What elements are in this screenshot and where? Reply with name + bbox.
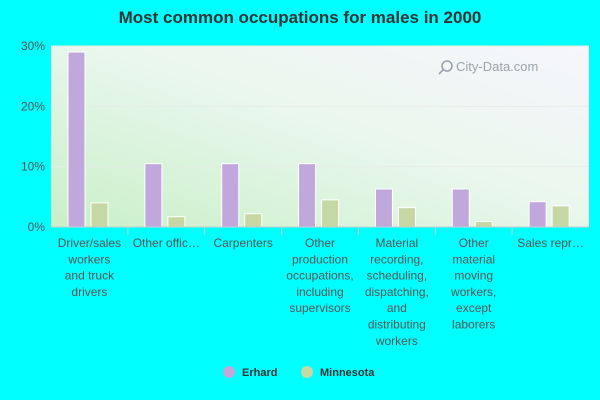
search-icon-handle <box>438 69 444 75</box>
x-tick-label: Other material moving workers, except laborer… <box>450 236 496 332</box>
legend-label-minnesota: Minnesota <box>320 367 375 379</box>
bar-minnesota-2[interactable] <box>244 213 263 228</box>
y-tick-label: 30% <box>21 39 45 53</box>
bar-minnesota-0[interactable] <box>90 202 109 228</box>
search-icon <box>441 60 453 72</box>
bar-erhard-6[interactable] <box>528 201 547 228</box>
bars <box>67 51 570 228</box>
axes: 0% 10% 20% 30% Driver/sales workers and truck d… <box>21 39 589 348</box>
y-tick-label: 20% <box>21 99 45 113</box>
x-tick-label: Driver/sales workers and truck drivers <box>58 236 121 299</box>
bar-erhard-0[interactable] <box>67 51 86 228</box>
bar-erhard-1[interactable] <box>144 163 163 228</box>
x-tick-label: Other offic… <box>133 236 200 250</box>
bar-minnesota-3[interactable] <box>321 199 340 228</box>
bar-erhard-2[interactable] <box>221 163 240 228</box>
bar-erhard-3[interactable] <box>298 163 317 228</box>
legend-swatch-erhard <box>223 366 235 378</box>
x-tick-label: Material recording, scheduling, dispatching… <box>365 236 429 348</box>
bar-minnesota-4[interactable] <box>397 207 416 228</box>
plot-area <box>51 46 589 227</box>
legend-swatch-minnesota <box>301 366 313 378</box>
bar-minnesota-6[interactable] <box>551 205 570 228</box>
y-tick-label: 10% <box>21 160 45 174</box>
watermark-text: City-Data.com <box>456 59 538 74</box>
legend: Erhard Minnesota <box>223 366 375 379</box>
bar-minnesota-1[interactable] <box>167 216 186 228</box>
watermark: City-Data.com <box>438 59 538 75</box>
y-tick-label: 0% <box>28 220 46 234</box>
bar-minnesota-5[interactable] <box>474 221 493 228</box>
chart-title: Most common occupations for males in 200… <box>118 8 482 27</box>
legend-label-erhard: Erhard <box>242 367 277 379</box>
bar-erhard-5[interactable] <box>451 188 470 228</box>
grid-lines <box>51 45 589 168</box>
bar-erhard-4[interactable] <box>374 188 393 228</box>
x-tick-label: Other production occupations, including supe… <box>286 236 353 315</box>
x-tick-label: Sales repr… <box>517 236 584 250</box>
x-tick-label: Carpenters <box>213 236 272 250</box>
